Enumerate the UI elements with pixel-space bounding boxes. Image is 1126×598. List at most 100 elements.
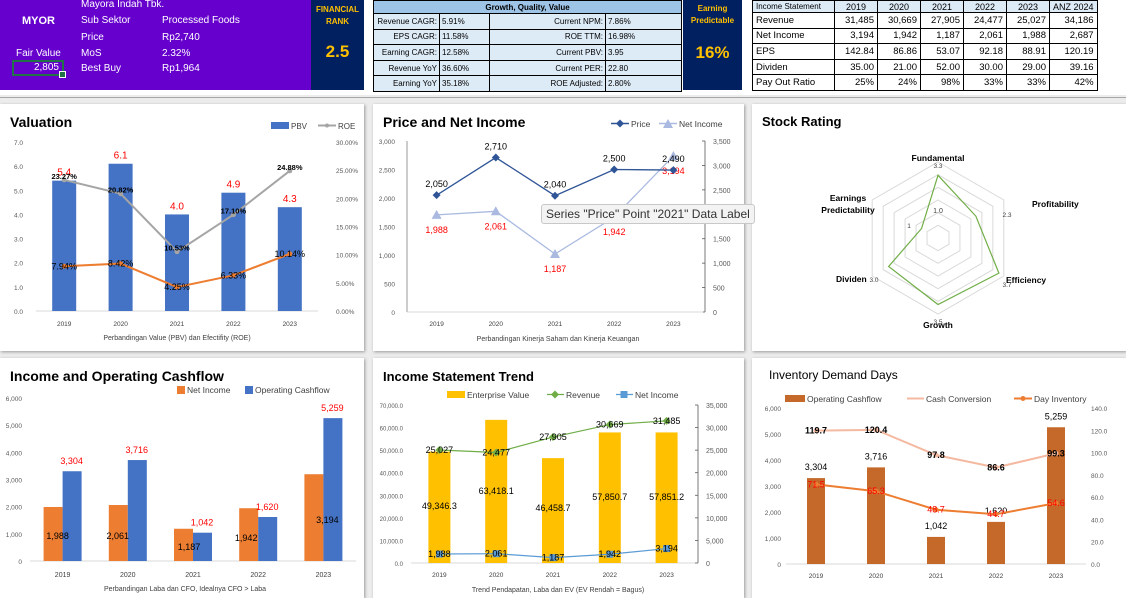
financial-rank-card: FINANCIAL RANK 2.5 <box>311 0 364 90</box>
column-header: 2021 <box>920 0 964 13</box>
income-cashflow-panel[interactable]: Income and Operating Cashflow 0 1,000 2,00… <box>0 358 364 598</box>
y-tick-label: 2,500 <box>379 168 396 175</box>
inventory-days-panel[interactable]: Inventory Demand Days 0 1,000 2,000 3,000 4,… <box>752 358 1126 598</box>
y2-tick-label: 3,000 <box>713 163 731 170</box>
income-statement-table: Income Statement 2019 2020 2021 2022 2023 ANZ … <box>752 0 1098 91</box>
y-tick-label: 500 <box>384 282 395 289</box>
radar-series <box>887 174 1000 306</box>
y-tick-label: 3.0 <box>14 237 23 244</box>
radar-gridline <box>882 174 994 302</box>
fair-value-cell[interactable]: 2,805 <box>12 60 66 78</box>
radar-axis-label: Profitability <box>1032 199 1079 209</box>
cell-value: 1,942 <box>877 27 921 45</box>
info-row-mos: MoS 2.32% <box>81 48 190 59</box>
x-tick-label: 2020 <box>113 321 128 328</box>
x-tick-label: 2020 <box>869 573 884 580</box>
legend-label: ROE <box>338 122 355 131</box>
info-value: Processed Foods <box>162 15 240 26</box>
legend-swatch-enterprise-value <box>447 391 465 398</box>
legend-label: Day Inventory <box>1034 394 1087 404</box>
bar-pbv <box>277 207 302 311</box>
cell-value: 98% <box>920 74 964 91</box>
data-label: 1,620 <box>985 506 1008 516</box>
rank-label-line1: FINANCIAL <box>315 5 360 14</box>
line-point <box>813 428 819 434</box>
bar-pbv <box>108 163 133 311</box>
data-label: 1,620 <box>256 502 279 512</box>
data-label: 7.94% <box>51 261 77 271</box>
data-label-tooltip: Series "Price" Point "2021" Data Label <box>541 204 755 224</box>
cell-value: 42% <box>1049 74 1098 91</box>
legend-marker <box>325 123 329 128</box>
data-label: 46,458.7 <box>535 503 570 513</box>
data-label: 99.3 <box>1047 448 1065 458</box>
y-tick-label: 10,000.0 <box>380 539 404 545</box>
y2-tick-label: 0 <box>713 310 717 317</box>
data-label: 24.88% <box>277 163 303 172</box>
data-label: 17.10% <box>221 207 247 216</box>
x-tick-label: 2019 <box>57 321 72 328</box>
column-header: 2020 <box>877 0 921 13</box>
gqv-label: Current NPM: <box>489 13 606 30</box>
data-label: 23.27% <box>51 172 77 181</box>
column-header: 2022 <box>963 0 1007 13</box>
y-tick-label: 7.0 <box>14 140 23 147</box>
data-label: 3,304 <box>805 462 828 472</box>
chart-title: Price and Net Income <box>383 114 526 130</box>
valuation-panel[interactable]: Valuation 0.0 1.0 2.0 3.0 4.0 5.0 6.0 7.0 0.00% 5… <box>0 104 364 351</box>
gqv-value: 12.58% <box>439 44 490 61</box>
line-point <box>606 550 614 558</box>
radar-axis-label: Earnings <box>830 193 867 203</box>
y-tick-label: 60,000.0 <box>380 427 404 433</box>
income-statement-header: Income Statement 2019 2020 2021 2022 2023 ANZ … <box>752 0 1098 13</box>
y2-tick-label: 20,000 <box>706 471 728 478</box>
bar-operating-cashflow <box>867 467 885 564</box>
info-row-best-buy: Best Buy Rp1,964 <box>81 63 200 74</box>
radar-center-label: 1.0 <box>933 208 943 215</box>
radar-axis-label: Growth <box>923 320 953 330</box>
x-tick-label: 2023 <box>666 321 681 328</box>
data-label: 48.7 <box>927 505 945 515</box>
y2-tick-label: 25.00% <box>336 168 358 175</box>
gqv-value: 7.86% <box>605 13 682 30</box>
line-point <box>993 465 999 471</box>
y2-tick-label: 80.0 <box>1091 473 1104 480</box>
x-tick-label: 2022 <box>250 572 266 579</box>
data-label: 71.5 <box>807 479 825 489</box>
net-income-point <box>431 209 442 219</box>
bar-operating-cashflow <box>807 478 825 564</box>
bar-pbv <box>165 214 189 311</box>
stock-rating-panel[interactable]: Stock Rating Fundamental Profitability Eff… <box>752 104 1126 351</box>
y-tick-label: 0.0 <box>395 562 404 568</box>
x-tick-label: 2022 <box>607 321 622 328</box>
row-label: Dividen <box>752 58 835 76</box>
price-point <box>491 153 500 162</box>
line-point <box>61 177 67 183</box>
y-tick-label: 1,000 <box>765 536 782 543</box>
y2-tick-label: 0.0 <box>1091 562 1100 569</box>
data-label: 2,050 <box>425 179 448 189</box>
data-label: 5,259 <box>1045 411 1068 421</box>
data-label: 119.7 <box>805 426 827 436</box>
y-tick-label: 0 <box>391 310 395 317</box>
data-label: 97.8 <box>927 450 945 460</box>
gqv-value: 36.60% <box>439 59 490 77</box>
y-tick-label: 4.0 <box>14 212 23 219</box>
income-trend-panel[interactable]: Income Statement Trend 0.0 10,000.0 20,000… <box>373 358 744 598</box>
line-point <box>230 212 236 218</box>
y-tick-label: 6,000 <box>765 406 782 413</box>
line-cash-conversion <box>815 428 1057 469</box>
y2-tick-label: 20.0 <box>1091 540 1104 547</box>
line-point <box>492 550 500 558</box>
y-tick-label: 30,000.0 <box>380 494 404 500</box>
line-price <box>436 156 674 197</box>
table-row: Revenue 31,485 30,669 27,905 24,477 25,027 34,… <box>752 12 1098 29</box>
chart-title: Income Statement Trend <box>383 369 534 384</box>
growth-quality-value-table: Growth, Quality, Value Revenue CAGR: 5.91… <box>373 0 682 92</box>
y2-tick-label: 15.00% <box>336 225 358 232</box>
line-point <box>663 545 671 553</box>
price-net-income-panel[interactable]: Price and Net Income 0 500 1,000 1,500 2,000… <box>373 104 744 351</box>
gqv-label: ROE Adjusted: <box>489 75 606 92</box>
y-tick-label: 2,000 <box>6 505 23 512</box>
column-header: ANZ 2024 <box>1049 0 1098 13</box>
